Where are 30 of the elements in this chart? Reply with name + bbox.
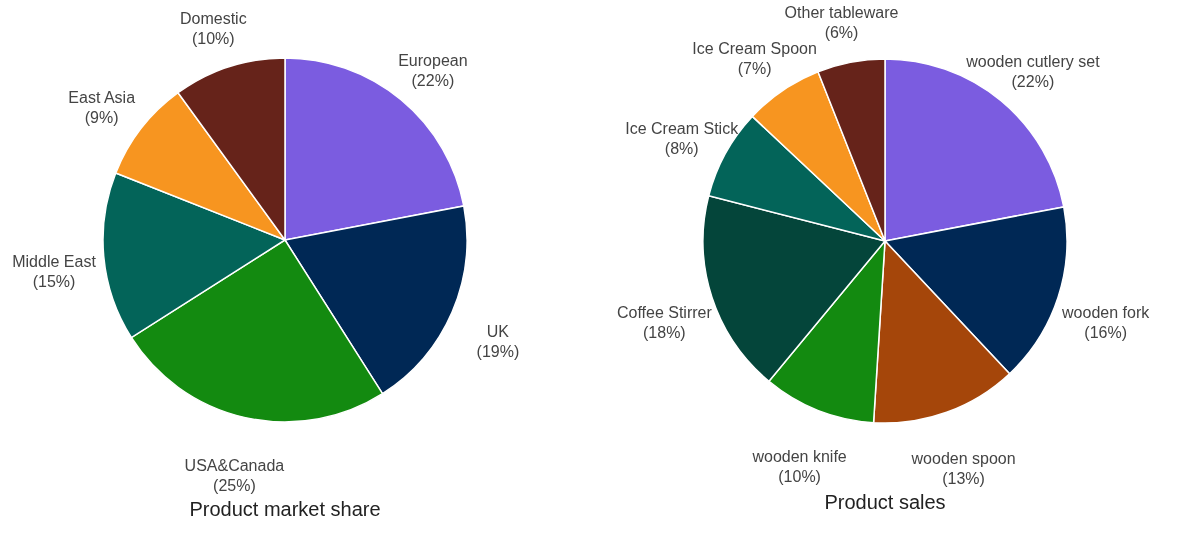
data-label: (22%) [1011,73,1055,91]
data-label: (10%) [778,467,821,485]
data-label: (18%) [643,323,686,341]
slice-label: Ice Cream Stick [625,120,740,138]
data-label: (22%) [411,72,455,90]
data-label: (15%) [32,272,76,290]
slice-label: Coffee Stirrer [616,303,713,321]
data-label: (9%) [84,108,119,126]
text: Product market share [189,498,381,521]
slice-label: East Asia [68,88,136,106]
slice-label: UK [486,323,510,341]
slice-label: Middle East [12,252,97,270]
data-label: (7%) [737,60,772,78]
slice-label: Other tableware [784,4,899,22]
slice-label: wooden knife [751,447,847,465]
data-label: (8%) [664,140,699,158]
data-label: (6%) [824,24,859,42]
slice-label: wooden spoon [910,450,1016,468]
data-label: (13%) [942,470,985,488]
data-label: (10%) [191,30,235,48]
slice-label: wooden fork [1061,303,1151,321]
slice-label: European [398,52,468,70]
slice-label: Ice Cream Spoon [692,40,817,58]
text: Product sales [824,491,946,514]
data-label: (19%) [476,343,520,361]
data-label: (16%) [1084,323,1127,341]
slice-label: USA&Canada [184,457,285,475]
slice-label: Domestic [179,10,247,28]
data-label: (25%) [213,477,256,495]
slice-label: wooden cutlery set [965,53,1101,71]
